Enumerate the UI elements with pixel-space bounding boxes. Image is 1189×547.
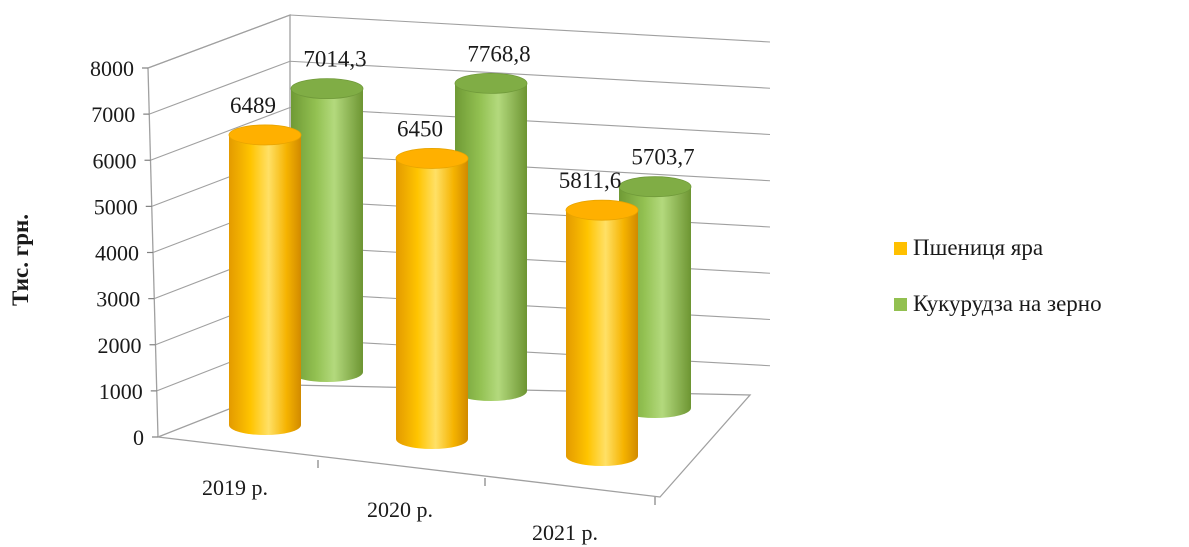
y-tick-label: 8000 — [90, 56, 134, 81]
data-label: 7768,8 — [467, 41, 530, 66]
y-tick-label: 1000 — [99, 379, 143, 404]
data-label: 5703,7 — [631, 145, 694, 170]
bars — [228, 72, 692, 466]
gridline — [147, 14, 771, 69]
x-axis-categories: 2019 р. 2020 р. 2021 р. — [202, 460, 656, 545]
gridline — [149, 60, 771, 115]
data-labels: 7014,3 7768,8 5703,7 6489 6450 5811,6 — [230, 41, 695, 193]
data-label: 7014,3 — [303, 47, 366, 72]
y-tick-label: 3000 — [96, 287, 140, 312]
bar-wheat-2 — [565, 199, 639, 466]
legend-item-series-2: Кукурудза на зерно — [894, 288, 1102, 320]
legend-item-series-1: Пшениця яра — [894, 232, 1102, 264]
bar-wheat-1 — [395, 148, 469, 450]
x-tick-label: 2021 р. — [532, 520, 598, 545]
legend: Пшениця яра Кукурудза на зерно — [894, 232, 1102, 344]
bar-corn-1 — [454, 72, 528, 401]
data-label: 5811,6 — [559, 168, 621, 193]
x-tick-label: 2020 р. — [367, 497, 433, 522]
data-label: 6489 — [230, 93, 276, 118]
gridline — [150, 106, 771, 161]
y-axis-ticks: 0 1000 2000 3000 4000 5000 6000 7000 8000 — [90, 56, 158, 450]
y-tick-label: 5000 — [94, 194, 138, 219]
legend-label-series-1: Пшениця яра — [913, 235, 1044, 260]
y-tick-label: 4000 — [95, 241, 139, 266]
y-tick-label: 7000 — [91, 102, 135, 127]
y-tick-label: 0 — [133, 425, 144, 450]
y-tick-label: 2000 — [98, 333, 142, 358]
legend-label-series-2: Кукурудза на зерно — [913, 291, 1102, 316]
bar-corn-0 — [290, 78, 364, 382]
legend-swatch-series-2 — [894, 297, 907, 311]
y-axis-title: Тис. грн. — [8, 214, 33, 306]
data-label: 6450 — [397, 116, 443, 141]
x-tick-label: 2019 р. — [202, 475, 268, 500]
y-tick-label: 6000 — [93, 148, 137, 173]
legend-swatch-series-1 — [894, 241, 907, 255]
bar-wheat-0 — [228, 124, 302, 435]
